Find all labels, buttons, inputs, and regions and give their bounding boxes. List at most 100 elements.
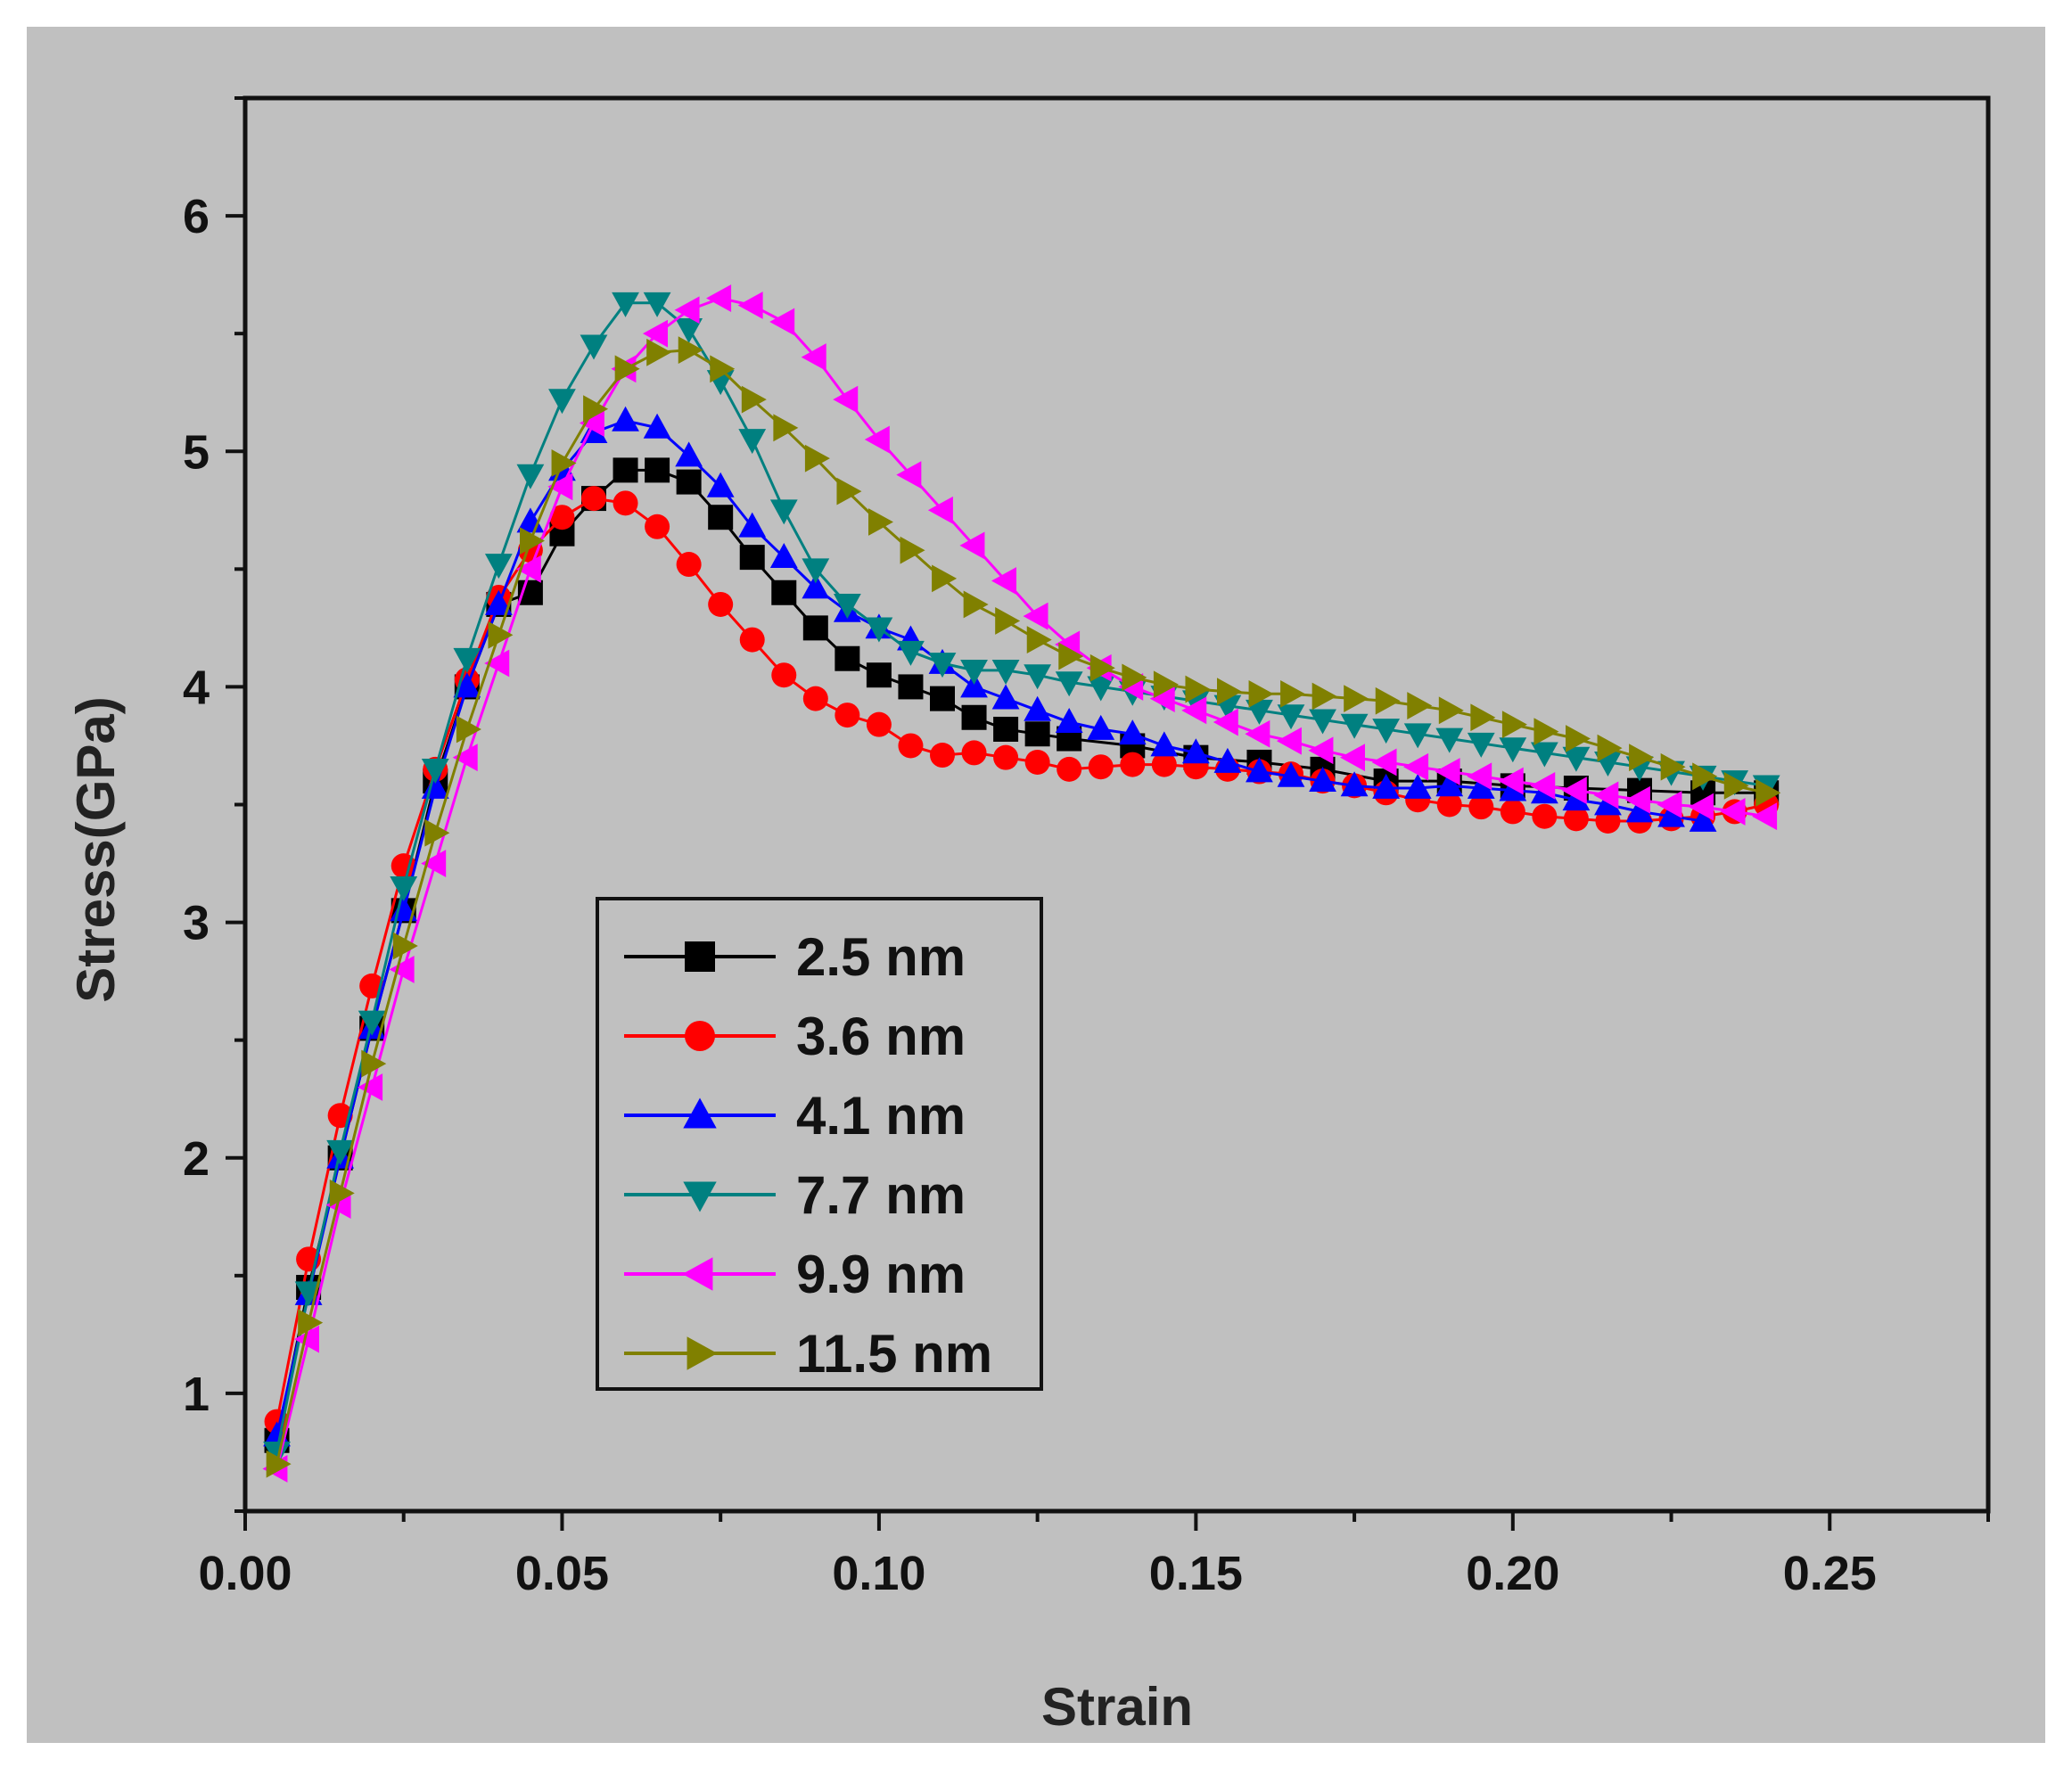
data-point xyxy=(771,579,797,605)
data-point xyxy=(612,292,639,317)
data-point xyxy=(1309,766,1336,792)
data-point xyxy=(1720,798,1746,826)
data-point xyxy=(675,317,703,343)
data-point xyxy=(581,486,606,512)
data-point xyxy=(1055,671,1083,697)
data-point xyxy=(737,292,763,319)
legend-label: 2.5 nm xyxy=(796,927,966,987)
data-point xyxy=(773,414,799,442)
data-point xyxy=(930,686,955,711)
data-point xyxy=(551,449,577,477)
data-point xyxy=(1629,744,1655,772)
y-tick-label: 3 xyxy=(183,897,210,950)
data-point xyxy=(1657,791,1682,818)
legend-item-2-5-nm: 2.5 nm xyxy=(624,927,966,987)
data-point xyxy=(1657,801,1685,827)
data-point xyxy=(361,1049,387,1078)
data-point xyxy=(1533,718,1559,746)
legend-label: 11.5 nm xyxy=(796,1324,992,1384)
data-point xyxy=(866,662,892,688)
data-point xyxy=(896,461,922,489)
legend-item-9-9-nm: 9.9 nm xyxy=(624,1245,966,1304)
data-point xyxy=(1181,738,1210,764)
data-point xyxy=(1213,747,1242,773)
data-point xyxy=(1122,663,1147,692)
data-point xyxy=(1149,685,1175,713)
data-point xyxy=(1593,781,1619,810)
data-point xyxy=(1217,678,1243,706)
data-point xyxy=(802,558,830,584)
data-point xyxy=(1024,664,1052,690)
data-point xyxy=(1597,734,1623,762)
data-point xyxy=(676,552,702,578)
data-point xyxy=(1150,731,1179,757)
data-point xyxy=(1563,806,1589,832)
data-point xyxy=(1344,685,1369,713)
data-point xyxy=(864,425,890,454)
data-point xyxy=(1625,797,1654,823)
series-layer xyxy=(262,284,1781,1483)
data-point xyxy=(1246,757,1273,783)
x-tick-label: 0.00 xyxy=(198,1547,292,1600)
data-point xyxy=(520,527,546,555)
x-tick-label: 0.05 xyxy=(515,1547,609,1600)
data-point xyxy=(1181,696,1207,725)
data-point xyxy=(1372,719,1401,744)
legend-box xyxy=(596,897,1043,1391)
data-point xyxy=(1436,792,1462,818)
data-point xyxy=(1245,719,1270,748)
data-point xyxy=(1530,771,1556,800)
data-point xyxy=(833,385,859,414)
data-point xyxy=(991,567,1016,595)
data-point xyxy=(614,355,640,383)
data-point xyxy=(358,1073,383,1101)
data-point xyxy=(484,589,513,615)
data-point xyxy=(1566,725,1591,752)
data-point xyxy=(1403,773,1432,799)
data-point xyxy=(708,591,734,617)
data-point xyxy=(1024,749,1050,775)
legend-item-4-1-nm: 4.1 nm xyxy=(624,1086,966,1146)
legend-item-7-7-nm: 7.7 nm xyxy=(624,1165,966,1225)
data-point xyxy=(1277,704,1305,730)
y-tick-label: 6 xyxy=(183,190,210,243)
data-point xyxy=(771,662,797,688)
data-point xyxy=(1500,799,1525,825)
data-point xyxy=(1280,679,1306,708)
data-point xyxy=(963,590,989,619)
data-point xyxy=(646,338,672,366)
data-point xyxy=(675,441,703,467)
data-point xyxy=(548,389,576,415)
data-point xyxy=(1467,773,1495,799)
legend-marker xyxy=(685,1021,715,1051)
data-point xyxy=(1688,793,1714,821)
x-tick-label: 0.20 xyxy=(1466,1547,1559,1600)
data-point xyxy=(1689,806,1717,832)
data-point xyxy=(1055,707,1083,733)
legend-label: 3.6 nm xyxy=(796,1007,966,1066)
series-7-7-nm xyxy=(263,292,1780,1467)
legend-marker xyxy=(687,1336,718,1370)
data-point xyxy=(708,505,734,530)
data-point xyxy=(1468,794,1494,820)
data-point xyxy=(456,715,481,744)
data-point xyxy=(802,686,828,711)
data-point xyxy=(1153,670,1179,699)
data-point xyxy=(1120,752,1146,777)
data-point xyxy=(1185,675,1211,703)
legend-marker xyxy=(685,941,715,972)
data-point xyxy=(960,672,988,698)
data-point xyxy=(645,457,670,483)
data-point xyxy=(738,512,767,538)
data-point xyxy=(1024,721,1050,747)
data-point xyxy=(421,758,449,784)
data-point xyxy=(329,1179,355,1207)
data-point xyxy=(833,594,861,620)
data-point xyxy=(1277,761,1305,787)
data-point xyxy=(326,1139,355,1165)
data-point xyxy=(1752,802,1778,831)
data-point xyxy=(1088,754,1114,780)
data-point xyxy=(1532,803,1558,829)
data-point xyxy=(898,674,924,700)
data-point xyxy=(453,672,481,698)
